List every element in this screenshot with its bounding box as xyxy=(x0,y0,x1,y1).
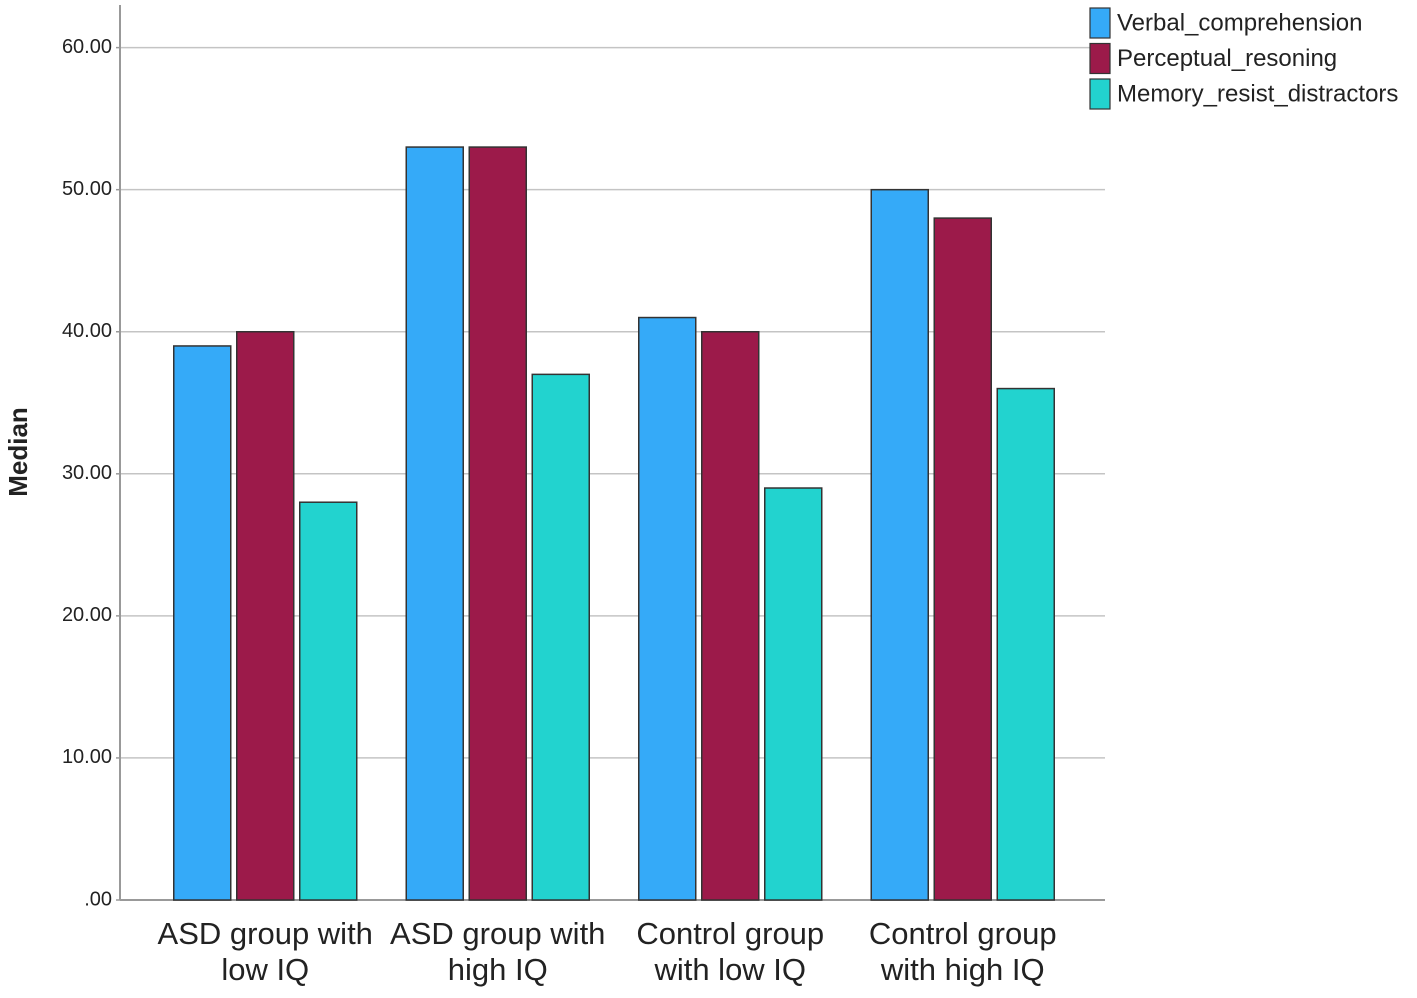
bar xyxy=(405,146,464,901)
bar xyxy=(996,387,1055,901)
y-tick-label: 10.00 xyxy=(62,746,112,768)
bar xyxy=(933,217,992,901)
bar xyxy=(173,345,232,901)
legend-label: Perceptual_resoning xyxy=(1117,45,1337,72)
y-tick-label: 20.00 xyxy=(62,604,112,626)
y-tick-label: 50.00 xyxy=(62,178,112,200)
legend-label: Verbal_comprehension xyxy=(1117,9,1363,36)
bar xyxy=(638,316,697,901)
legend-label: Memory_resist_distractors xyxy=(1117,80,1398,107)
y-tick-label: 30.00 xyxy=(62,462,112,484)
bar xyxy=(531,373,590,901)
x-tick-label: Control group with low IQ xyxy=(636,916,825,987)
x-tick-label: ASD group with high IQ xyxy=(390,916,606,987)
legend-swatch xyxy=(1089,7,1111,39)
y-tick-label: 60.00 xyxy=(62,36,112,58)
legend-swatch xyxy=(1089,42,1111,75)
x-tick-label: Control group with high IQ xyxy=(868,916,1057,987)
y-tick-label: 40.00 xyxy=(62,320,112,342)
bar xyxy=(299,501,358,901)
bar xyxy=(764,487,823,901)
y-axis-label: Median xyxy=(3,407,33,497)
y-tick-label: .00 xyxy=(84,888,112,910)
bar xyxy=(468,146,527,901)
bar xyxy=(236,330,295,901)
bar xyxy=(870,188,929,901)
bar xyxy=(701,330,760,901)
x-tick-label: ASD group with low IQ xyxy=(157,916,373,987)
legend-swatch xyxy=(1089,78,1111,110)
